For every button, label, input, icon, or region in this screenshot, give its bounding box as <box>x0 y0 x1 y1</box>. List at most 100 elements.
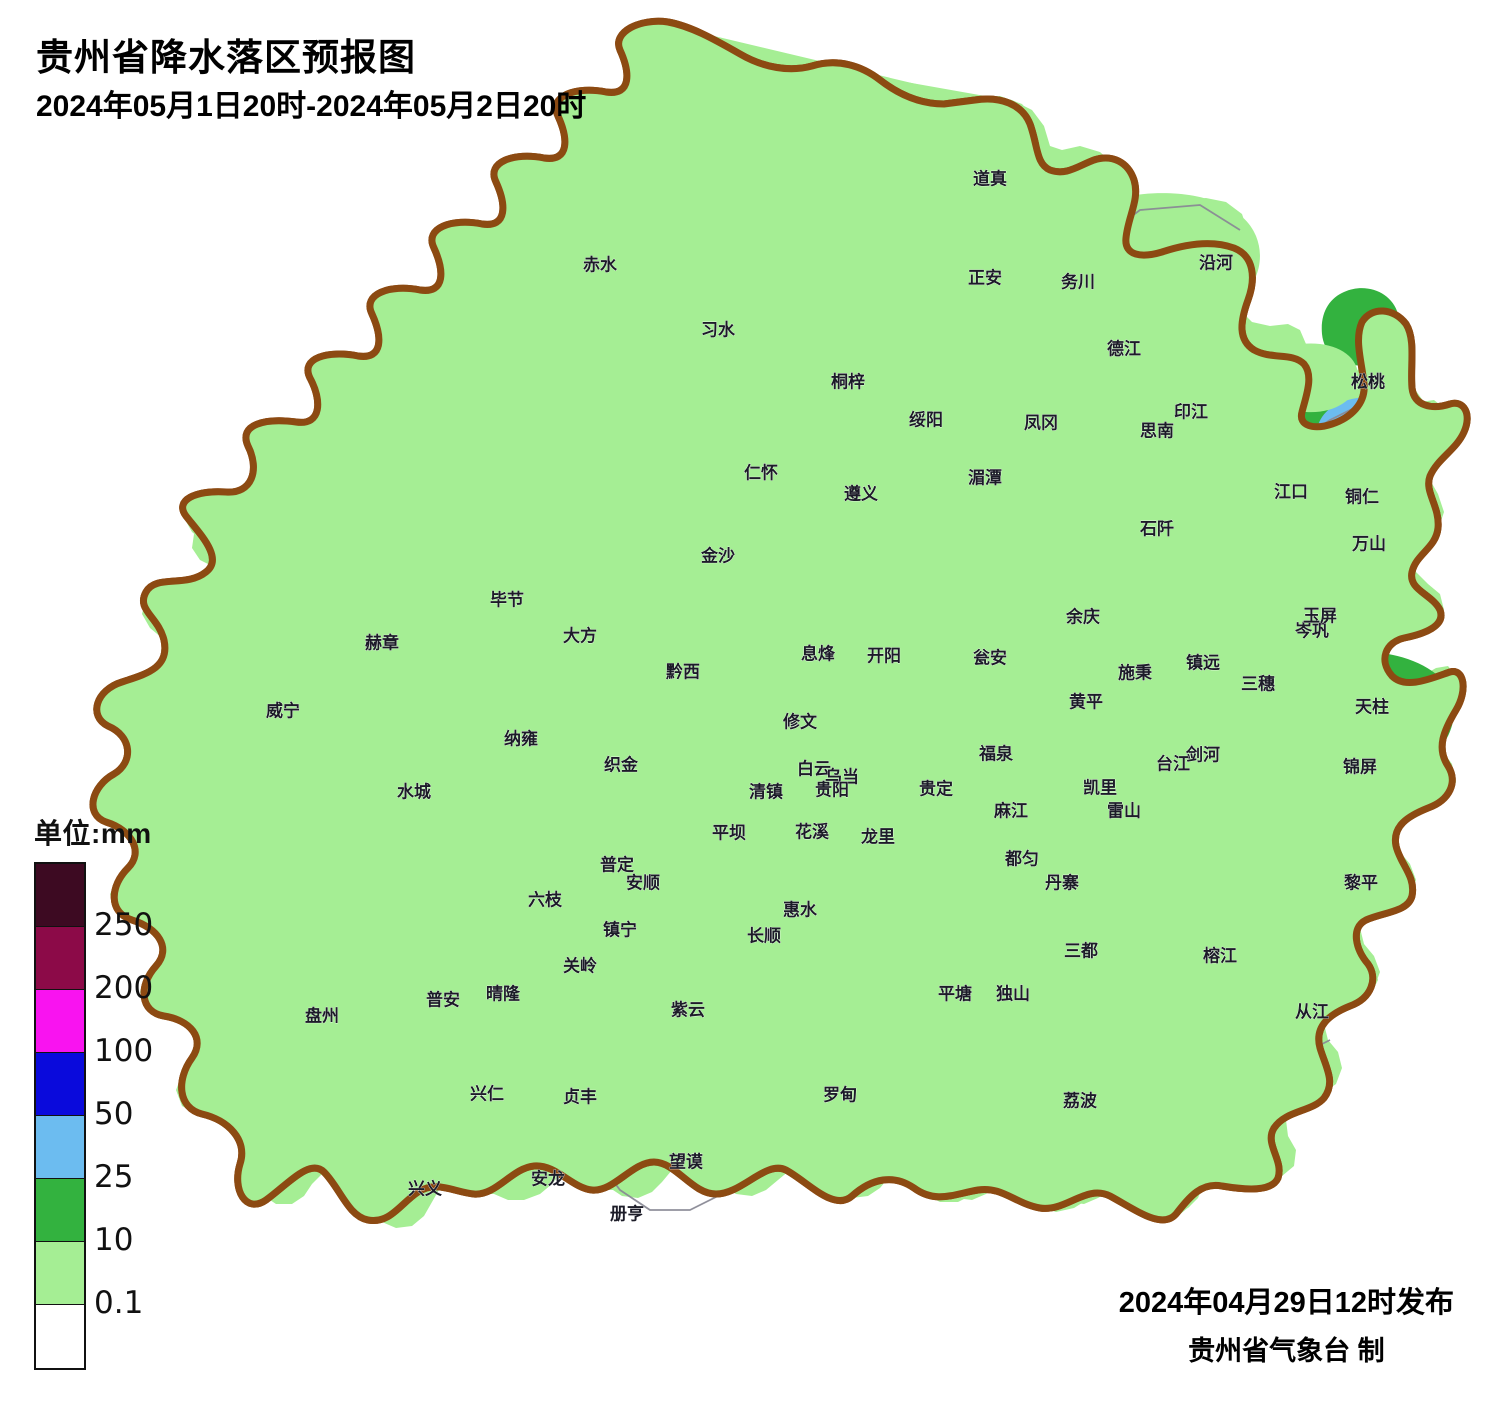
county-label-兴仁: 兴仁 <box>470 1083 504 1103</box>
legend-tick-50: 50 <box>94 1096 134 1132</box>
county-label-清镇: 清镇 <box>749 781 783 801</box>
county-label-织金: 织金 <box>604 754 639 774</box>
legend-band-0.1 <box>36 1242 84 1305</box>
county-label-遵义: 遵义 <box>844 483 878 503</box>
county-label-赫章: 赫章 <box>365 632 399 652</box>
county-label-正安: 正安 <box>968 267 1002 287</box>
county-label-铜仁: 铜仁 <box>1345 486 1379 506</box>
county-label-乌当: 乌当 <box>825 766 859 786</box>
issuing-organization: 贵州省气象台 制 <box>1188 1335 1385 1366</box>
county-label-独山: 独山 <box>996 983 1030 1003</box>
county-label-长顺: 长顺 <box>747 925 781 945</box>
county-label-玉屏: 玉屏 <box>1303 606 1337 625</box>
county-label-息烽: 息烽 <box>801 643 836 663</box>
county-label-台江: 台江 <box>1156 753 1190 773</box>
county-label-龙里: 龙里 <box>860 826 895 846</box>
legend-tick-10: 10 <box>94 1222 134 1258</box>
county-label-望谟: 望谟 <box>669 1151 704 1171</box>
credit-block: 2024年04月29日12时发布 贵州省气象台 制 <box>1119 1282 1454 1371</box>
county-label-紫云: 紫云 <box>671 999 705 1019</box>
county-label-丹寨: 丹寨 <box>1045 872 1079 892</box>
county-label-威宁: 威宁 <box>266 700 300 720</box>
county-label-瓮安: 瓮安 <box>973 647 1007 667</box>
county-label-普安: 普安 <box>426 989 460 1009</box>
county-label-三穗: 三穗 <box>1241 674 1275 693</box>
legend-band-zero <box>36 1305 84 1368</box>
county-label-石阡: 石阡 <box>1139 519 1174 538</box>
county-label-册亨: 册亨 <box>610 1203 644 1223</box>
legend-tick-250: 250 <box>94 907 154 943</box>
title-block: 贵州省降水落区预报图 2024年05月1日20时-2024年05月2日20时 <box>36 34 586 128</box>
legend-band-50 <box>36 1053 84 1116</box>
county-label-平塘: 平塘 <box>938 983 972 1003</box>
county-label-麻江: 麻江 <box>993 800 1028 820</box>
county-label-白云: 白云 <box>797 758 831 778</box>
county-label-黄平: 黄平 <box>1069 691 1103 711</box>
county-label-金沙: 金沙 <box>700 545 735 565</box>
county-label-凤冈: 凤冈 <box>1024 413 1058 432</box>
county-label-绥阳: 绥阳 <box>909 409 943 429</box>
county-label-天柱: 天柱 <box>1355 696 1389 716</box>
legend-tick-0.1: 0.1 <box>94 1285 144 1321</box>
county-label-湄潭: 湄潭 <box>968 468 1002 487</box>
county-label-贵阳: 贵阳 <box>815 779 849 799</box>
county-label-印江: 印江 <box>1174 402 1208 421</box>
legend-band-10 <box>36 1179 84 1242</box>
county-label-兴义: 兴义 <box>408 1178 442 1198</box>
legend-colorbar-wrap: 250 200 100 50 25 10 0.1 <box>34 862 194 1370</box>
page-title: 贵州省降水落区预报图 <box>36 37 416 78</box>
issue-time: 2024年04月29日12时发布 <box>1118 1286 1454 1319</box>
county-label-罗甸: 罗甸 <box>823 1084 857 1104</box>
legend-unit-label: 单位:mm <box>34 818 152 849</box>
legend-band-200 <box>36 927 84 990</box>
forecast-period: 2024年05月1日20时-2024年05月2日20时 <box>36 90 587 124</box>
county-label-镇宁: 镇宁 <box>603 919 637 939</box>
legend-band-25 <box>36 1116 84 1179</box>
county-label-桐梓: 桐梓 <box>831 371 865 391</box>
county-label-开阳: 开阳 <box>867 646 901 665</box>
county-label-黎平: 黎平 <box>1344 872 1378 892</box>
county-label-沿河: 沿河 <box>1199 253 1233 272</box>
county-label-惠水: 惠水 <box>783 899 818 919</box>
county-label-德江: 德江 <box>1107 338 1141 358</box>
legend-colorbar <box>34 862 86 1370</box>
county-label-余庆: 余庆 <box>1065 606 1100 626</box>
county-label-雷山: 雷山 <box>1107 801 1141 820</box>
county-label-水城: 水城 <box>397 781 431 801</box>
county-label-贵定: 贵定 <box>919 778 953 798</box>
legend-band-100 <box>36 990 84 1053</box>
county-label-岑巩: 岑巩 <box>1295 620 1329 640</box>
county-label-江口: 江口 <box>1274 482 1308 501</box>
county-label-赤水: 赤水 <box>583 254 618 274</box>
county-label-关岭: 关岭 <box>563 955 597 975</box>
county-label-晴隆: 晴隆 <box>486 983 521 1003</box>
county-label-黔西: 黔西 <box>666 661 700 681</box>
county-label-安龙: 安龙 <box>531 1168 565 1188</box>
county-label-都匀: 都匀 <box>1004 848 1039 868</box>
county-label-福泉: 福泉 <box>978 743 1014 763</box>
county-label-修文: 修文 <box>782 711 818 731</box>
county-label-施秉: 施秉 <box>1118 662 1152 682</box>
county-label-三都: 三都 <box>1064 940 1098 960</box>
county-label-剑河: 剑河 <box>1185 744 1220 764</box>
county-label-从江: 从江 <box>1295 1002 1329 1021</box>
legend: 单位:mm 250 200 100 50 25 10 0.1 <box>34 812 204 1370</box>
county-label-万山: 万山 <box>1351 534 1386 553</box>
county-label-镇远: 镇远 <box>1186 652 1220 672</box>
county-label-贞丰: 贞丰 <box>563 1086 597 1106</box>
county-label-荔波: 荔波 <box>1062 1090 1098 1110</box>
county-label-普定: 普定 <box>600 854 634 874</box>
county-label-习水: 习水 <box>701 319 736 339</box>
county-label-务川: 务川 <box>1061 271 1095 291</box>
county-label-平坝: 平坝 <box>712 823 746 842</box>
county-label-纳雍: 纳雍 <box>504 728 538 748</box>
county-label-大方: 大方 <box>563 625 597 645</box>
county-label-毕节: 毕节 <box>490 589 524 609</box>
county-label-道真: 道真 <box>973 168 1007 188</box>
legend-tick-25: 25 <box>94 1159 134 1195</box>
county-label-六枝: 六枝 <box>528 889 563 909</box>
legend-tick-100: 100 <box>94 1033 154 1069</box>
